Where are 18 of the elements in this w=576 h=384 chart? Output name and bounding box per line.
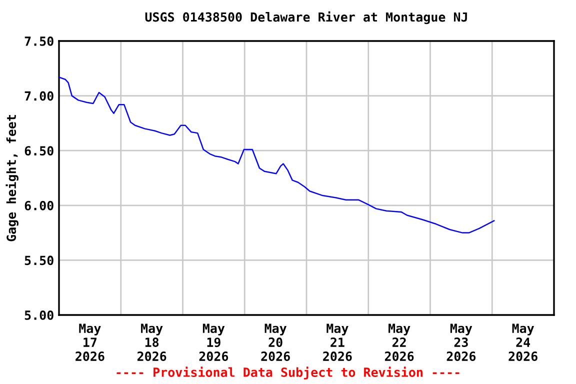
x-tick-label: May 23 2026 [446,324,476,362]
y-tick-label: 6.50 [24,146,54,156]
x-tick-label: May 20 2026 [261,324,290,362]
chart-title: USGS 01438500 Delaware River at Montague NJ [145,11,467,24]
y-tick-label: 6.00 [24,200,54,210]
y-axis-title: Gage height, feet [6,115,18,242]
y-tick-label: 7.00 [24,91,54,101]
x-tick-label: May 21 2026 [323,324,352,362]
x-tick-label: May 24 2026 [508,324,538,362]
y-tick-label: 5.50 [24,256,54,266]
x-tick-label: May 19 2026 [199,324,228,362]
text: ---- Provisional Data Subject to Revision ---- [116,366,460,380]
x-tick-label: May 22 2026 [384,324,414,362]
x-tick-label: May 18 2026 [137,324,166,362]
y-tick-label: 7.50 [24,36,54,46]
y-tick-label: 5.00 [24,310,54,320]
line-series [59,76,495,234]
x-tick-label: May 17 2026 [76,324,104,362]
